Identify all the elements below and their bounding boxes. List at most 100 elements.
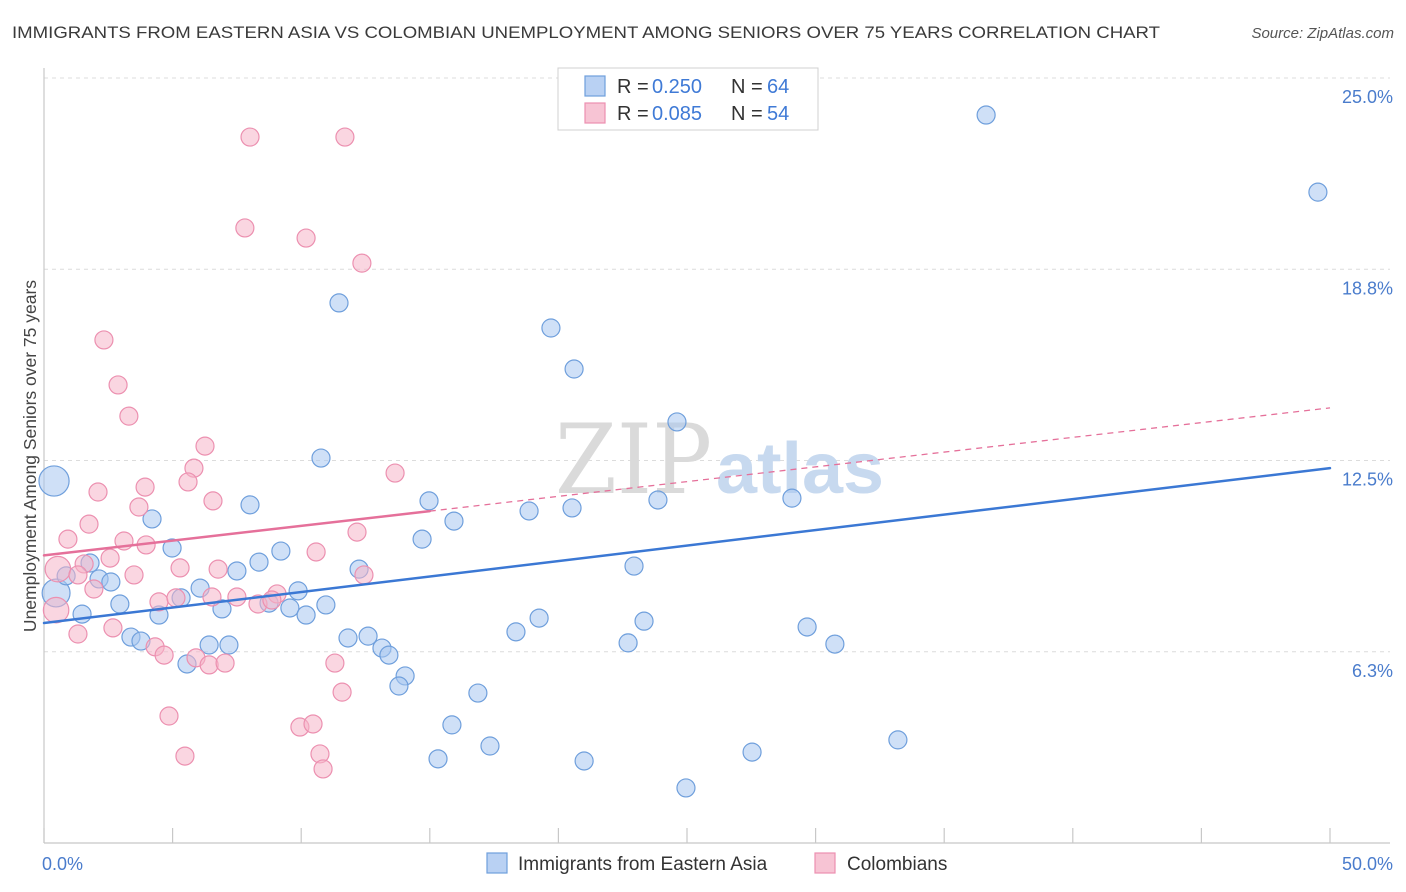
point-colombians	[94, 330, 114, 350]
point-immigrants-from-eastern-asia	[1308, 182, 1328, 202]
legend-label-eastern-asia: Immigrants from Eastern Asia	[518, 854, 768, 875]
trend-lines	[42, 407, 1332, 625]
point-colombians	[235, 218, 255, 238]
point-colombians	[103, 618, 123, 638]
point-immigrants-from-eastern-asia	[38, 465, 70, 497]
point-immigrants-from-eastern-asia	[480, 736, 500, 756]
x-tick-label: 0.0%	[42, 854, 83, 874]
point-colombians	[335, 127, 355, 147]
point-immigrants-from-eastern-asia	[624, 556, 644, 576]
point-immigrants-from-eastern-asia	[311, 448, 331, 468]
point-immigrants-from-eastern-asia	[240, 495, 260, 515]
point-immigrants-from-eastern-asia	[444, 511, 464, 531]
point-immigrants-from-eastern-asia	[199, 635, 219, 655]
point-immigrants-from-eastern-asia	[249, 552, 269, 572]
point-immigrants-from-eastern-asia	[529, 608, 549, 628]
point-immigrants-from-eastern-asia	[338, 628, 358, 648]
x-tick-marks	[43, 828, 1331, 843]
point-immigrants-from-eastern-asia	[825, 634, 845, 654]
point-immigrants-from-eastern-asia	[888, 730, 908, 750]
point-colombians	[175, 746, 195, 766]
watermark-zip: ZIP	[555, 404, 712, 516]
point-colombians	[44, 555, 72, 583]
point-colombians	[352, 253, 372, 273]
point-colombians	[215, 653, 235, 673]
point-immigrants-from-eastern-asia	[676, 778, 696, 798]
point-immigrants-from-eastern-asia	[162, 538, 182, 558]
point-immigrants-from-eastern-asia	[389, 676, 409, 696]
y-tick-label: 18.8%	[1342, 278, 1393, 298]
y-tick-label: 25.0%	[1342, 87, 1393, 107]
point-colombians	[68, 624, 88, 644]
point-immigrants-from-eastern-asia	[329, 293, 349, 313]
point-colombians	[227, 587, 247, 607]
point-colombians	[129, 497, 149, 517]
point-colombians	[68, 565, 88, 585]
point-immigrants-from-eastern-asia	[280, 598, 300, 618]
point-colombians	[124, 565, 144, 585]
point-immigrants-from-eastern-asia	[667, 412, 687, 432]
y-tick-label: 6.3%	[1352, 661, 1393, 681]
point-immigrants-from-eastern-asia	[782, 488, 802, 508]
point-colombians	[135, 477, 155, 497]
point-colombians	[170, 558, 190, 578]
point-colombians	[325, 653, 345, 673]
point-immigrants-from-eastern-asia	[468, 683, 488, 703]
point-immigrants-from-eastern-asia	[742, 742, 762, 762]
point-immigrants-from-eastern-asia	[219, 635, 239, 655]
point-immigrants-from-eastern-asia	[412, 529, 432, 549]
point-immigrants-from-eastern-asia	[634, 611, 654, 631]
point-immigrants-from-eastern-asia	[506, 622, 526, 642]
point-colombians	[303, 714, 323, 734]
stats-legend-swatch-eastern-asia	[584, 75, 606, 97]
point-colombians	[100, 548, 120, 568]
point-colombians	[332, 682, 352, 702]
point-immigrants-from-eastern-asia	[428, 749, 448, 769]
point-immigrants-from-eastern-asia	[797, 617, 817, 637]
legend-swatch-eastern-asia	[486, 852, 508, 874]
point-immigrants-from-eastern-asia	[574, 751, 594, 771]
point-colombians	[306, 542, 326, 562]
point-colombians	[240, 127, 260, 147]
point-immigrants-from-eastern-asia	[316, 595, 336, 615]
point-colombians	[58, 529, 78, 549]
point-colombians	[208, 559, 228, 579]
gridlines	[44, 77, 1390, 653]
point-immigrants-from-eastern-asia	[419, 491, 439, 511]
point-colombians	[354, 565, 374, 585]
y-tick-label: 12.5%	[1342, 470, 1393, 490]
series-legend: Immigrants from Eastern Asia Colombians	[486, 852, 947, 875]
point-colombians	[88, 482, 108, 502]
x-tick-labels: 0.0% 50.0%	[42, 854, 1393, 874]
point-immigrants-from-eastern-asia	[648, 490, 668, 510]
point-colombians	[203, 491, 223, 511]
point-immigrants-from-eastern-asia	[296, 605, 316, 625]
legend-swatch-colombians	[814, 852, 836, 874]
source-label: Source: ZipAtlas.com	[1251, 25, 1394, 42]
point-colombians	[154, 645, 174, 665]
point-colombians	[159, 706, 179, 726]
point-colombians	[108, 375, 128, 395]
point-immigrants-from-eastern-asia	[101, 572, 121, 592]
point-immigrants-from-eastern-asia	[379, 645, 399, 665]
point-colombians	[178, 472, 198, 492]
legend-label-colombians: Colombians	[847, 854, 947, 875]
point-colombians	[313, 759, 333, 779]
point-colombians	[195, 436, 215, 456]
chart-title: IMMIGRANTS FROM EASTERN ASIA VS COLOMBIA…	[12, 23, 1160, 42]
point-colombians	[84, 579, 104, 599]
trend-line-extension-colombians	[429, 407, 1331, 512]
point-immigrants-from-eastern-asia	[442, 715, 462, 735]
point-colombians	[296, 228, 316, 248]
point-immigrants-from-eastern-asia	[976, 105, 996, 125]
point-colombians	[199, 655, 219, 675]
stats-legend-n-value: 54	[767, 103, 789, 125]
stats-legend-swatch-colombians	[584, 102, 606, 124]
point-colombians	[42, 596, 70, 624]
x-tick-label: 50.0%	[1342, 854, 1393, 874]
stats-legend-r-label: R =	[617, 103, 649, 125]
stats-legend-n-label: N =	[731, 76, 763, 98]
point-immigrants-from-eastern-asia	[541, 318, 561, 338]
